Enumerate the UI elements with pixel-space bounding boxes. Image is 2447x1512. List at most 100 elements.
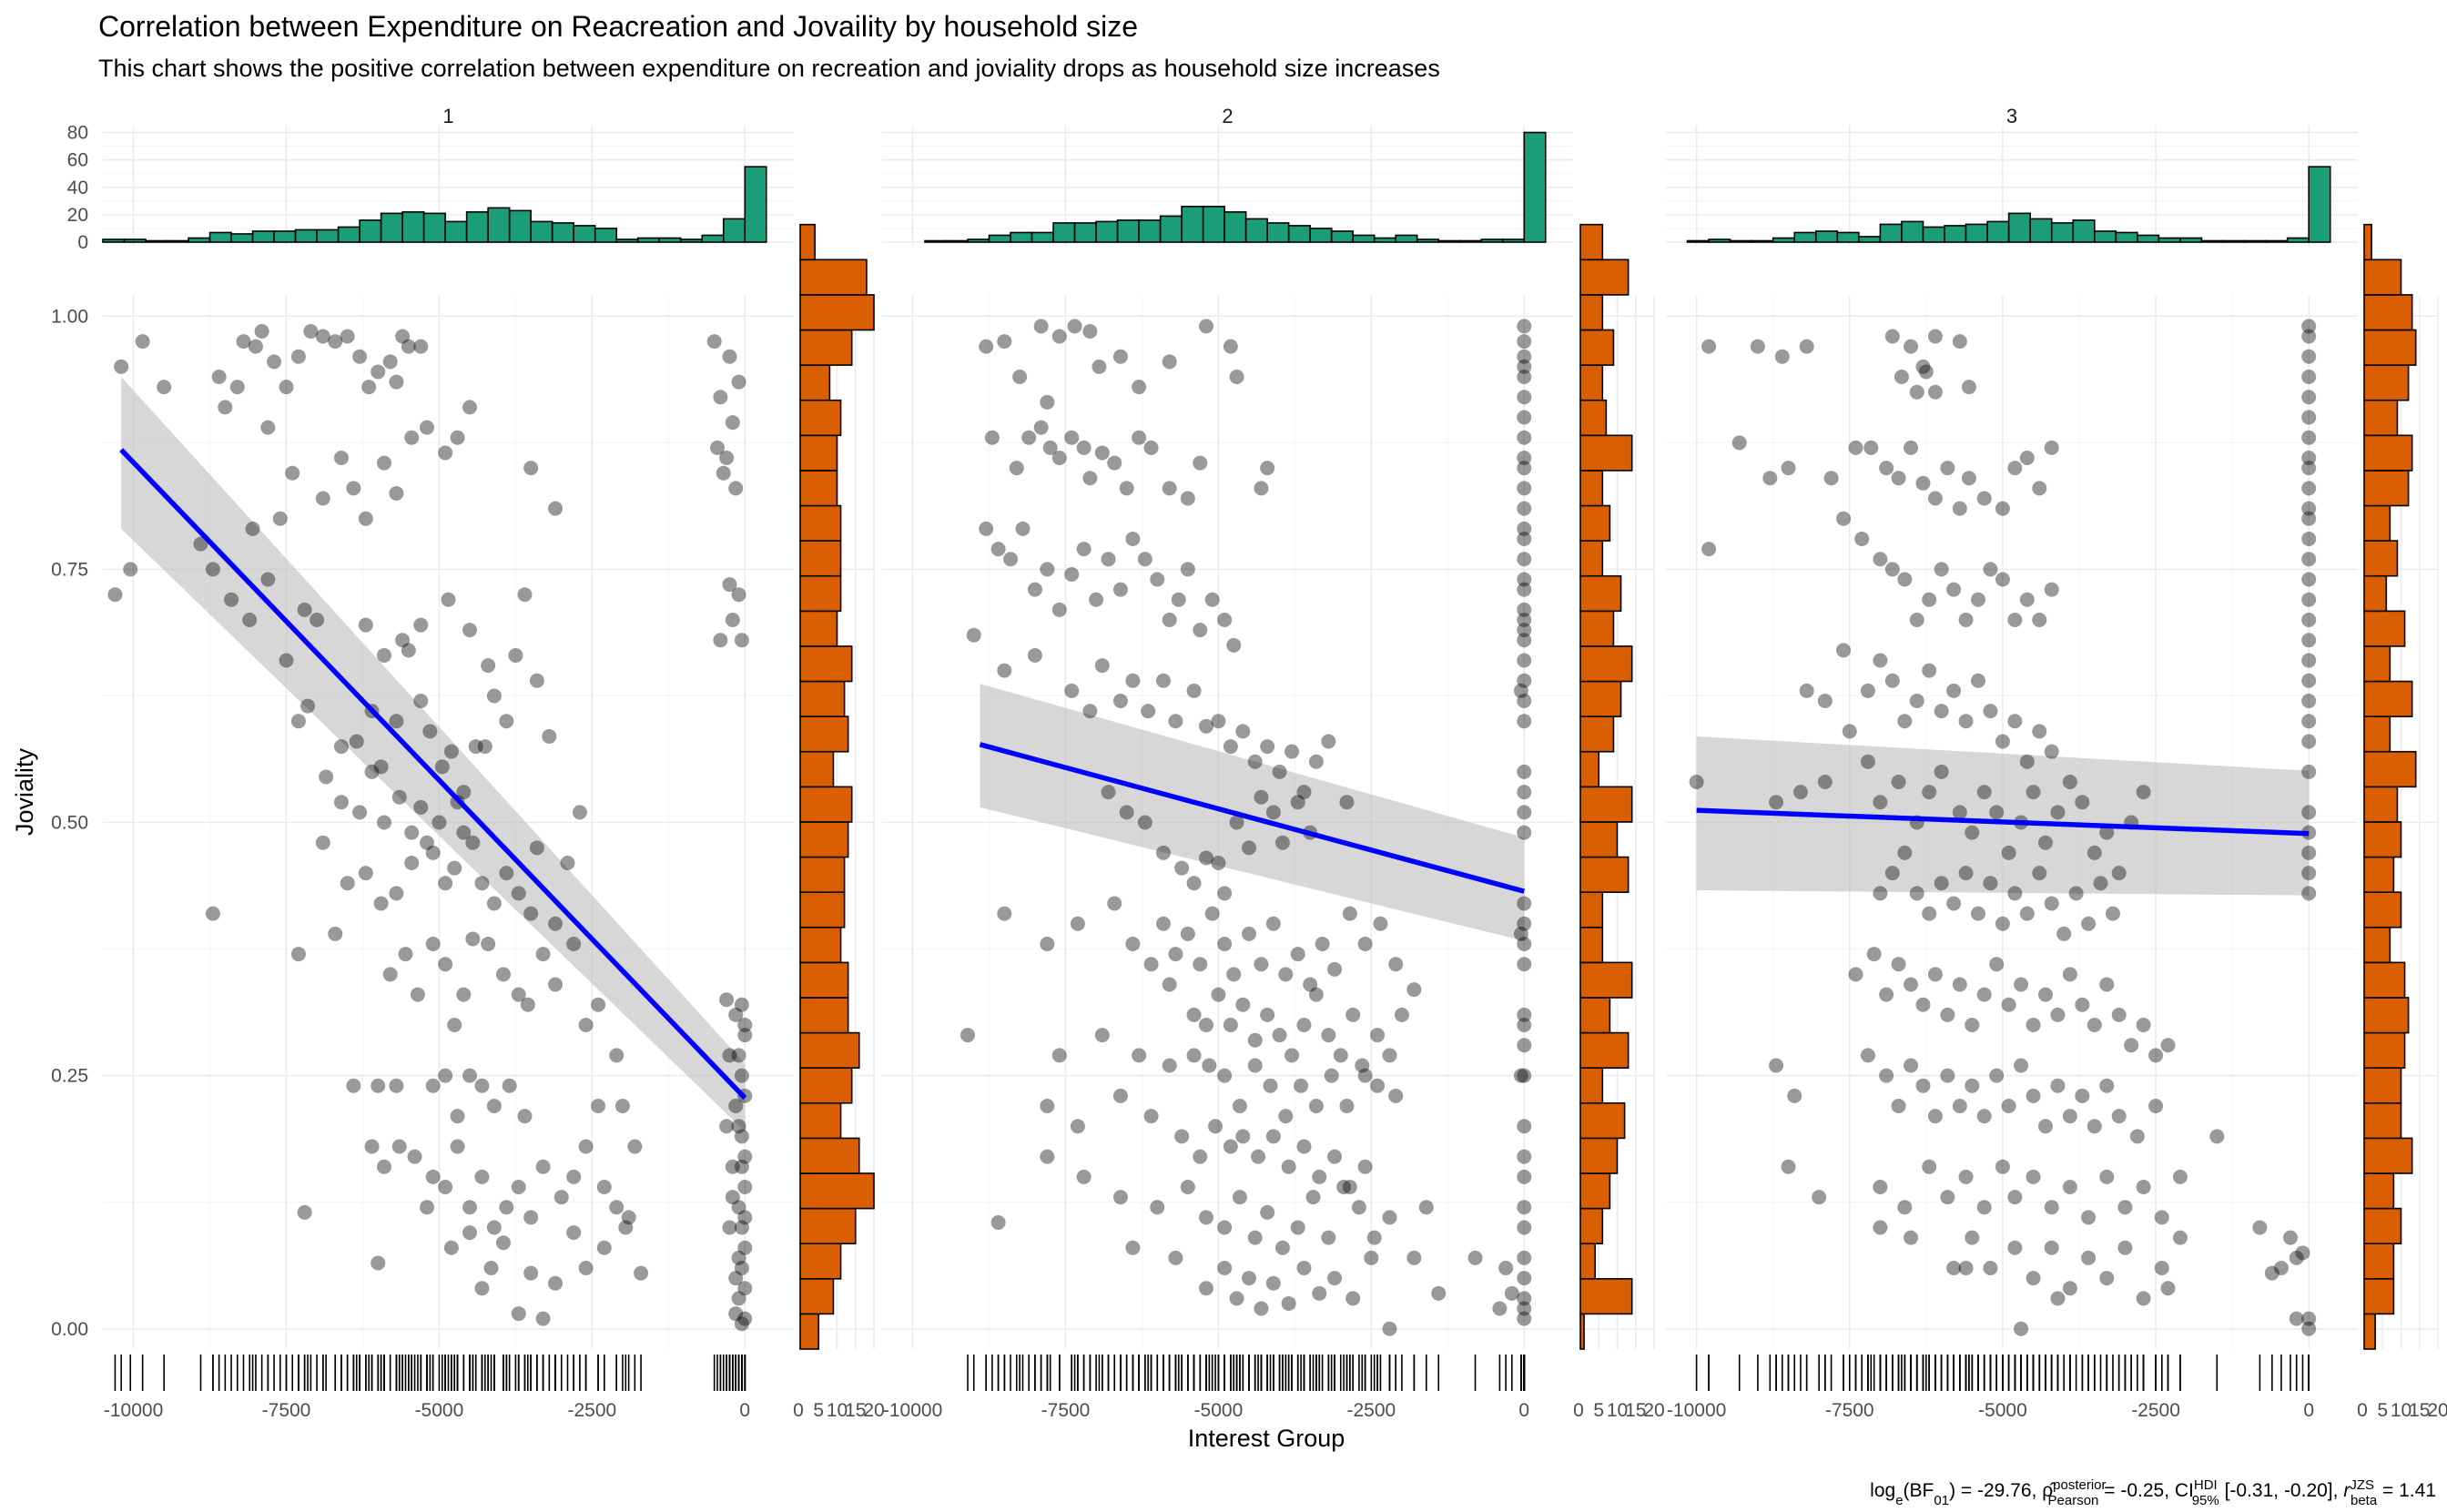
data-point [2099, 1169, 2115, 1184]
data-point [737, 1311, 753, 1326]
y-hist-bar [1579, 364, 1604, 401]
data-point [1946, 1261, 1962, 1275]
data-point [352, 805, 368, 820]
data-point [728, 1306, 744, 1322]
data-point [2301, 653, 2317, 668]
data-point [2099, 1078, 2115, 1093]
data-point [1965, 1018, 1980, 1032]
y-hist-bar [2363, 1067, 2402, 1104]
data-point [1107, 455, 1122, 471]
data-point [609, 1048, 624, 1063]
data-point [2301, 329, 2317, 344]
data-point [1308, 754, 1324, 769]
data-point [2301, 592, 2317, 607]
data-point [358, 617, 373, 633]
data-point [2019, 906, 2035, 921]
data-point [1155, 845, 1171, 860]
data-point [1873, 1220, 1888, 1235]
data-point [1517, 653, 1532, 668]
data-point [725, 415, 740, 431]
x-hist-bar [2050, 222, 2075, 243]
data-point [1517, 552, 1532, 567]
y-hist-bar [799, 645, 853, 683]
data-point [1125, 532, 1141, 546]
x-hist-bar [1266, 222, 1290, 243]
data-point [2301, 410, 2317, 425]
y-hist-bar [799, 926, 842, 964]
data-point [462, 400, 478, 415]
data-point [1989, 805, 2005, 820]
data-point [1150, 1200, 1165, 1215]
data-point [2111, 866, 2127, 881]
data-point [407, 1149, 422, 1164]
facet-label-3: 3 [2006, 105, 2017, 127]
data-point [2301, 633, 2317, 648]
x-tick-label: -2500 [1346, 1400, 1396, 1421]
data-point [1787, 1088, 1802, 1103]
data-point [1517, 1018, 1532, 1032]
y-hist-bar [2363, 961, 2406, 999]
data-point [1517, 1271, 1532, 1286]
data-point [1701, 339, 1717, 354]
data-point [1278, 967, 1294, 982]
data-point [1174, 860, 1190, 876]
x-hist-bar [1031, 231, 1054, 243]
data-point [1934, 562, 1949, 577]
data-point [722, 1048, 737, 1063]
data-point [389, 714, 404, 729]
data-point [376, 647, 391, 663]
x-hist-bar [1772, 237, 1796, 243]
x-hist-bar [1224, 211, 1247, 243]
y-hist-bar [1579, 891, 1604, 929]
data-point [135, 334, 150, 350]
data-point [425, 845, 441, 860]
data-point [722, 1220, 737, 1235]
data-point [1247, 1230, 1263, 1245]
y-hist-bar [799, 294, 875, 331]
data-point [2295, 1245, 2310, 1261]
y-hist-bar [1579, 504, 1611, 542]
y-hist-bar [1579, 574, 1622, 613]
data-point [2301, 532, 2317, 546]
y-hist-bar [2363, 1277, 2395, 1315]
data-point [1051, 451, 1067, 465]
data-point [728, 1271, 744, 1286]
y-tick-label: 1.00 [51, 306, 88, 327]
data-point [438, 445, 453, 461]
data-point [1799, 339, 1814, 354]
data-point [349, 734, 364, 749]
x-hist-bar [1751, 239, 1774, 243]
data-point [1070, 916, 1085, 931]
data-point [1513, 683, 1528, 698]
data-point [1918, 364, 1934, 380]
data-point [1517, 430, 1532, 445]
data-point [1132, 430, 1147, 445]
data-point [2019, 592, 2035, 607]
data-point [1345, 1007, 1361, 1022]
x-hist-bar [1437, 239, 1461, 243]
data-point [2154, 1261, 2169, 1275]
data-point [1112, 582, 1128, 597]
x-tick-label: -10000 [104, 1400, 163, 1421]
x-hist-bar [1793, 231, 1817, 243]
data-point [1296, 1018, 1312, 1032]
data-point [1217, 1068, 1233, 1083]
data-point [1517, 1149, 1532, 1164]
data-point [1513, 1068, 1528, 1083]
data-point [2062, 1180, 2077, 1194]
data-point [1731, 435, 1747, 451]
x-hist-bar [615, 238, 639, 243]
confidence-band [121, 377, 746, 1131]
data-point [2075, 1088, 2090, 1103]
x-hist-bar [1052, 222, 1076, 243]
x-hist-bar [465, 211, 489, 243]
data-point [1909, 613, 1924, 627]
data-point [413, 617, 429, 633]
y-hist-bar [799, 610, 838, 647]
data-point [1064, 566, 1080, 582]
data-point [731, 374, 746, 390]
data-point [1940, 1007, 1955, 1022]
data-point [731, 1048, 746, 1063]
data-point [2068, 886, 2084, 901]
